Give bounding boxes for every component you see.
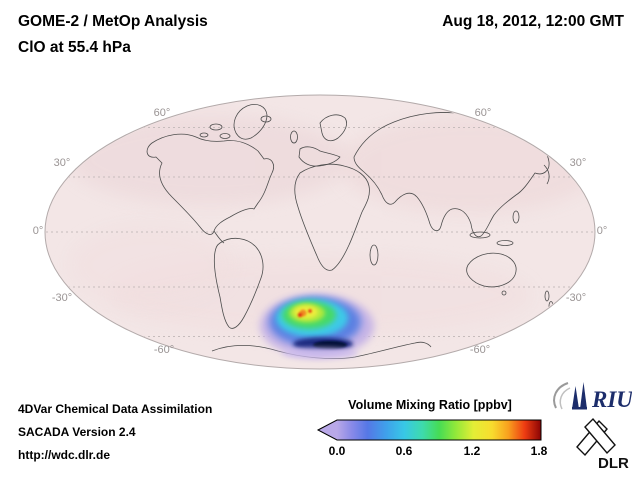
- island-tasmania: [501, 290, 507, 296]
- arctic-island: [209, 123, 223, 131]
- island-madagascar: [369, 244, 379, 266]
- colorbar-tick-3: 1.8: [530, 444, 548, 458]
- island-new-zealand: [544, 290, 550, 302]
- lat-label-60s-left: -60°: [153, 344, 175, 356]
- riu-logo: RIU: [553, 382, 632, 412]
- colorbar-tick-1: 0.6: [395, 444, 413, 458]
- colorbar-title: Volume Mixing Ratio [ppbv]: [348, 398, 512, 412]
- footer-version-label: SACADA Version 2.4: [18, 425, 136, 439]
- arctic-island: [199, 132, 209, 138]
- colorbar-tick-2: 1.2: [463, 444, 481, 458]
- island-japan: [543, 164, 550, 185]
- island-indonesia: [469, 231, 491, 239]
- globe-outline: [44, 94, 596, 370]
- lat-label-30s-left: -30°: [51, 292, 73, 304]
- central-america: [213, 230, 225, 244]
- clo-plume: [260, 295, 374, 358]
- region-scandinavia: [319, 114, 347, 142]
- continent-greenland: [233, 104, 268, 140]
- riu-logo-text: RIU: [591, 387, 632, 412]
- footer-url: http://wdc.dlr.de: [18, 448, 110, 462]
- page-title: GOME-2 / MetOp Analysis: [18, 13, 208, 30]
- island-philippines: [512, 210, 520, 224]
- riu-swoosh-icon: [553, 382, 569, 409]
- continent-south-america: [213, 237, 264, 329]
- island-indonesia: [496, 240, 514, 246]
- riu-cathedral-icon: [572, 382, 587, 410]
- dlr-emblem-icon: [576, 417, 616, 457]
- colorbar-tick-0: 0.0: [328, 444, 346, 458]
- lat-label-30n-right: 30°: [569, 157, 587, 169]
- world-map: [44, 94, 596, 370]
- lat-label-eq-left: 0°: [32, 225, 44, 237]
- continent-antarctica: [211, 341, 432, 359]
- colorbar: [316, 419, 542, 441]
- dlr-logo: DLR: [576, 417, 629, 472]
- lat-label-30s-right: -30°: [565, 292, 587, 304]
- colorbar-gradient-bar: [316, 419, 542, 441]
- dlr-logo-text: DLR: [598, 455, 629, 472]
- lat-label-60s-right: -60°: [469, 344, 491, 356]
- lat-label-60n-right: 60°: [474, 107, 492, 119]
- continent-africa: [294, 163, 370, 271]
- lat-label-eq-right: 0°: [596, 225, 608, 237]
- continent-australia: [466, 252, 517, 288]
- arctic-island: [219, 133, 231, 139]
- footer-assimilation-label: 4DVar Chemical Data Assimilation: [18, 402, 213, 416]
- riu-swoosh-icon: [559, 387, 571, 410]
- lat-label-60n-left: 60°: [153, 107, 171, 119]
- lat-label-30n-left: 30°: [53, 157, 71, 169]
- analysis-datetime: Aug 18, 2012, 12:00 GMT: [442, 13, 624, 30]
- subtitle-species-level: ClO at 55.4 hPa: [18, 39, 131, 56]
- continent-north-america: [146, 133, 274, 235]
- island-britain: [290, 130, 298, 144]
- island-iceland: [260, 115, 272, 123]
- continent-europe: [298, 146, 341, 167]
